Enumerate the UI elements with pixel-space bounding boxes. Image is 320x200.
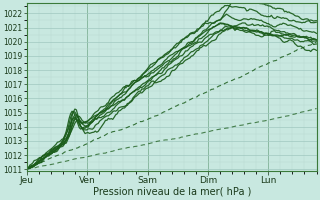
X-axis label: Pression niveau de la mer( hPa ): Pression niveau de la mer( hPa ) <box>92 187 251 197</box>
